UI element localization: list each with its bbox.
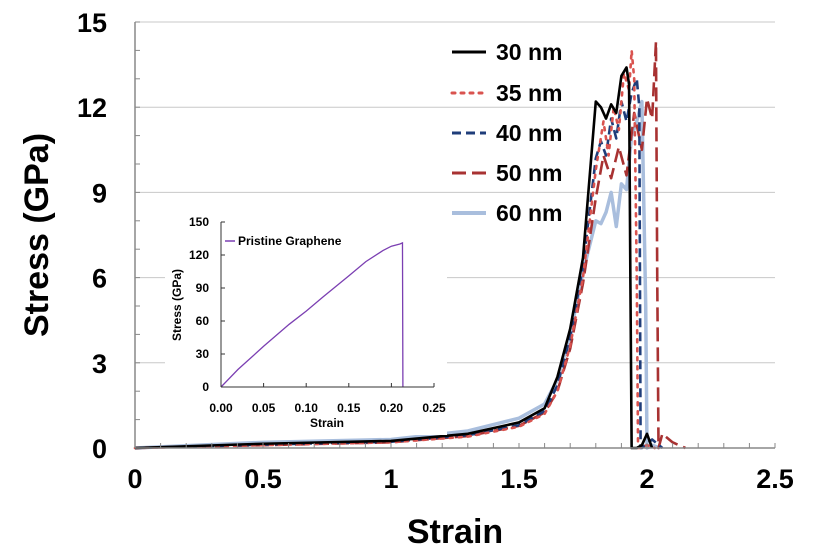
series-line-60-nm	[134, 99, 661, 450]
inset-y-tick-label: 90	[196, 281, 210, 295]
main-x-tick-label: 1	[383, 464, 398, 494]
inset-background	[165, 210, 447, 435]
main-y-tick-label: 0	[92, 434, 107, 464]
series-line-40-nm	[134, 77, 664, 450]
main-axes	[134, 21, 776, 449]
main-x-tick-label: 0	[127, 464, 142, 494]
main-x-tick-label: 1.5	[500, 464, 538, 494]
inset-x-tick-label: 0.20	[380, 401, 404, 415]
inset-tick-labels: 0.00 0.05 0.10 0.15 0.20 0.25 0 30 60 90 120 150	[189, 215, 446, 415]
main-x-tick-label: 0.5	[244, 464, 282, 494]
inset-legend-label: Pristine Graphene	[238, 234, 342, 248]
inset-x-tick-label: 0.05	[252, 401, 276, 415]
main-y-tick-label: 3	[92, 349, 107, 379]
main-y-axis-title: Stress (GPa)	[18, 133, 56, 337]
inset-series-line	[220, 241, 404, 388]
legend-label: 30 nm	[496, 39, 562, 65]
main-tick-labels: 0 0.5 1 1.5 2 2.5 0 3 6 9 12 15	[77, 8, 794, 494]
main-y-tick-label: 15	[77, 8, 107, 38]
inset-y-axis-title: Stress (GPa)	[170, 269, 184, 341]
inset-y-tick-label: 120	[189, 248, 209, 262]
inset-series-group	[220, 241, 404, 388]
inset-y-tick-label: 60	[196, 314, 210, 328]
inset-chart: 0.00 0.05 0.10 0.15 0.20 0.25 0 30 60 90 120 150 St…	[165, 210, 447, 435]
inset-y-tick-label: 30	[196, 347, 210, 361]
inset-x-tick-label: 0.15	[337, 401, 361, 415]
main-y-tick-label: 9	[92, 178, 107, 208]
main-x-axis-title: Strain	[407, 513, 503, 551]
legend-label: 40 nm	[496, 120, 562, 146]
main-legend: 30 nm 35 nm 40 nm 50 nm 60 nm	[450, 39, 562, 226]
inset-x-tick-label: 0.00	[209, 401, 233, 415]
inset-axes	[220, 221, 435, 388]
main-chart: 0 0.5 1 1.5 2 2.5 0 3 6 9 12 15 Strain Stress (GPa)…	[18, 8, 794, 551]
series-line-35-nm	[133, 49, 656, 450]
legend-label: 50 nm	[496, 160, 562, 186]
main-x-tick-label: 2	[639, 464, 654, 494]
inset-y-tick-label: 150	[189, 215, 209, 229]
inset-y-tick-label: 0	[202, 380, 209, 394]
main-x-tick-label: 2.5	[756, 464, 794, 494]
inset-x-tick-label: 0.10	[295, 401, 319, 415]
legend-label: 60 nm	[496, 200, 562, 226]
main-y-tick-label: 12	[77, 93, 107, 123]
main-y-tick-label: 6	[92, 264, 107, 294]
inset-x-tick-label: 0.25	[422, 401, 446, 415]
inset-x-axis-title: Strain	[310, 416, 344, 430]
legend-label: 35 nm	[496, 80, 562, 106]
inset-legend: Pristine Graphene	[225, 234, 342, 248]
